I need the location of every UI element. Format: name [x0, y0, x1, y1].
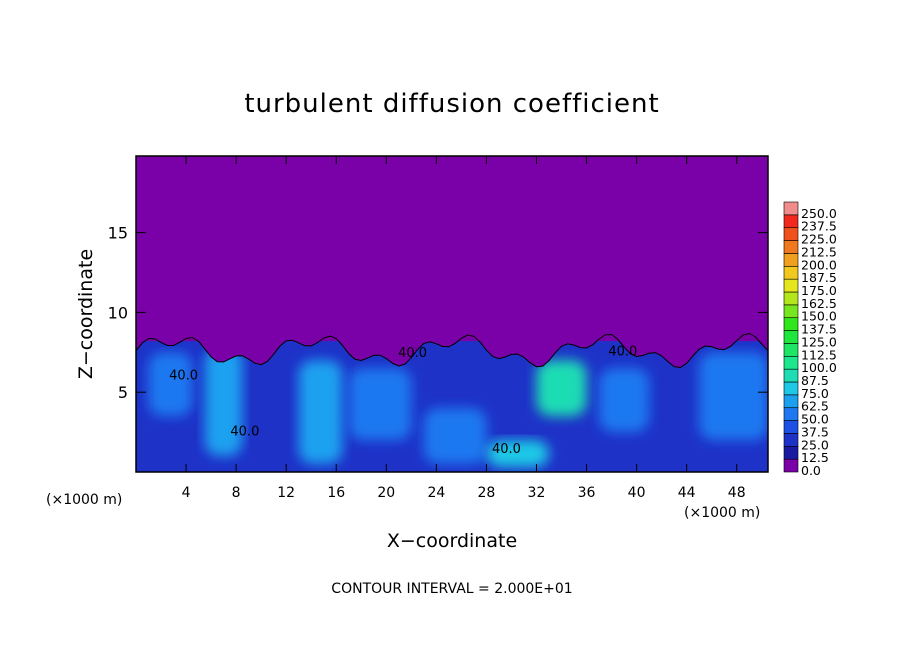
contour-label: 40.0	[608, 344, 637, 359]
colorbar-label: 112.5	[801, 347, 837, 362]
colorbar-label: 225.0	[801, 232, 837, 247]
colorbar-label: 50.0	[801, 412, 829, 427]
colorbar-swatch	[783, 317, 799, 331]
field-region	[599, 368, 650, 433]
colorbar-label: 75.0	[801, 386, 829, 401]
colorbar-swatch	[783, 407, 799, 421]
colorbar-swatch	[783, 330, 799, 344]
colorbar-label: 175.0	[801, 283, 837, 298]
y-tick-label: 10	[108, 303, 128, 322]
colorbar-swatch	[783, 253, 799, 267]
contour-layer	[136, 332, 768, 369]
field-region	[423, 408, 487, 465]
contour-label: 40.0	[492, 442, 521, 457]
colorbar-label: 87.5	[801, 373, 829, 388]
colorbar-swatch	[783, 291, 799, 306]
x-axis-label: X−coordinate	[387, 530, 517, 552]
field-region	[298, 360, 343, 465]
colorbar-swatch	[783, 420, 799, 434]
x-tick-label: 36	[578, 485, 596, 501]
colorbar-label: 62.5	[801, 399, 829, 414]
colorbar: 0.012.525.037.550.062.575.087.5100.0112.…	[783, 201, 837, 478]
field-layer	[136, 320, 768, 472]
colorbar-label: 37.5	[801, 424, 829, 439]
x-tick-label: 32	[528, 485, 546, 501]
y-tick-label: 5	[118, 383, 128, 402]
x-tick-label: 16	[327, 485, 345, 501]
x-tick-label: 28	[478, 485, 496, 501]
upper-boundary	[136, 320, 768, 368]
field-region	[348, 368, 412, 441]
field-region	[536, 360, 587, 417]
x-tick-label: 4	[182, 485, 191, 501]
chart-title: turbulent diffusion coefficient	[244, 89, 659, 119]
y-axis-label: Z−coordinate	[75, 249, 97, 379]
colorbar-swatch	[783, 214, 799, 229]
colorbar-label: 100.0	[801, 360, 837, 375]
colorbar-label: 200.0	[801, 257, 837, 272]
colorbar-swatch	[783, 201, 799, 216]
x-tick-label: 40	[628, 485, 646, 501]
colorbar-swatch	[783, 343, 799, 357]
colorbar-label: 162.5	[801, 296, 837, 311]
colorbar-swatch	[783, 227, 799, 241]
plot-area	[136, 156, 768, 472]
x-tick-label: 44	[678, 485, 696, 501]
x-tick-label: 12	[277, 485, 295, 501]
y-tick-label: 15	[108, 224, 128, 243]
contour-line	[136, 332, 768, 369]
colorbar-swatch	[783, 240, 799, 254]
x-axis: 4 8 12 16 20 24 28 32 36 40 44 48	[182, 156, 746, 501]
x-tick-label: 20	[377, 485, 395, 501]
contour-label-layer: 40.0 40.0 40.0 40.0 40.0	[169, 344, 637, 456]
x-tick-label: 48	[728, 485, 746, 501]
colorbar-swatch	[783, 394, 799, 409]
colorbar-swatch	[783, 368, 799, 383]
colorbar-swatch	[783, 433, 799, 447]
x-tick-label: 24	[427, 485, 445, 501]
field-region	[204, 347, 243, 457]
colorbar-label: 0.0	[801, 463, 821, 478]
colorbar-swatch	[783, 265, 799, 280]
colorbar-swatch	[783, 445, 799, 460]
x-tick-label: 8	[232, 485, 241, 501]
plot-frame	[135, 155, 769, 473]
field-region	[148, 352, 193, 417]
x-unit-right: (×1000 m)	[684, 505, 760, 521]
contour-label: 40.0	[169, 368, 198, 383]
colorbar-swatch	[783, 458, 799, 473]
x-unit-left: (×1000 m)	[46, 492, 122, 508]
field-region	[486, 440, 549, 468]
colorbar-label: 237.5	[801, 219, 837, 234]
colorbar-swatch	[783, 355, 799, 370]
colorbar-label: 25.0	[801, 437, 829, 452]
colorbar-label: 137.5	[801, 322, 837, 337]
field-region	[699, 352, 768, 441]
colorbar-label: 150.0	[801, 309, 837, 324]
contour-label: 40.0	[398, 346, 427, 361]
colorbar-label: 187.5	[801, 270, 837, 285]
colorbar-label: 125.0	[801, 334, 837, 349]
contour-interval-note: CONTOUR INTERVAL = 2.000E+01	[331, 581, 572, 597]
y-axis: 5 10 15	[108, 224, 768, 402]
colorbar-swatch	[783, 304, 799, 319]
colorbar-label: 212.5	[801, 244, 837, 259]
colorbar-label: 12.5	[801, 450, 829, 465]
colorbar-swatch	[783, 381, 799, 396]
colorbar-swatch	[783, 278, 799, 293]
colorbar-label: 250.0	[801, 206, 837, 221]
contour-label: 40.0	[230, 424, 259, 439]
